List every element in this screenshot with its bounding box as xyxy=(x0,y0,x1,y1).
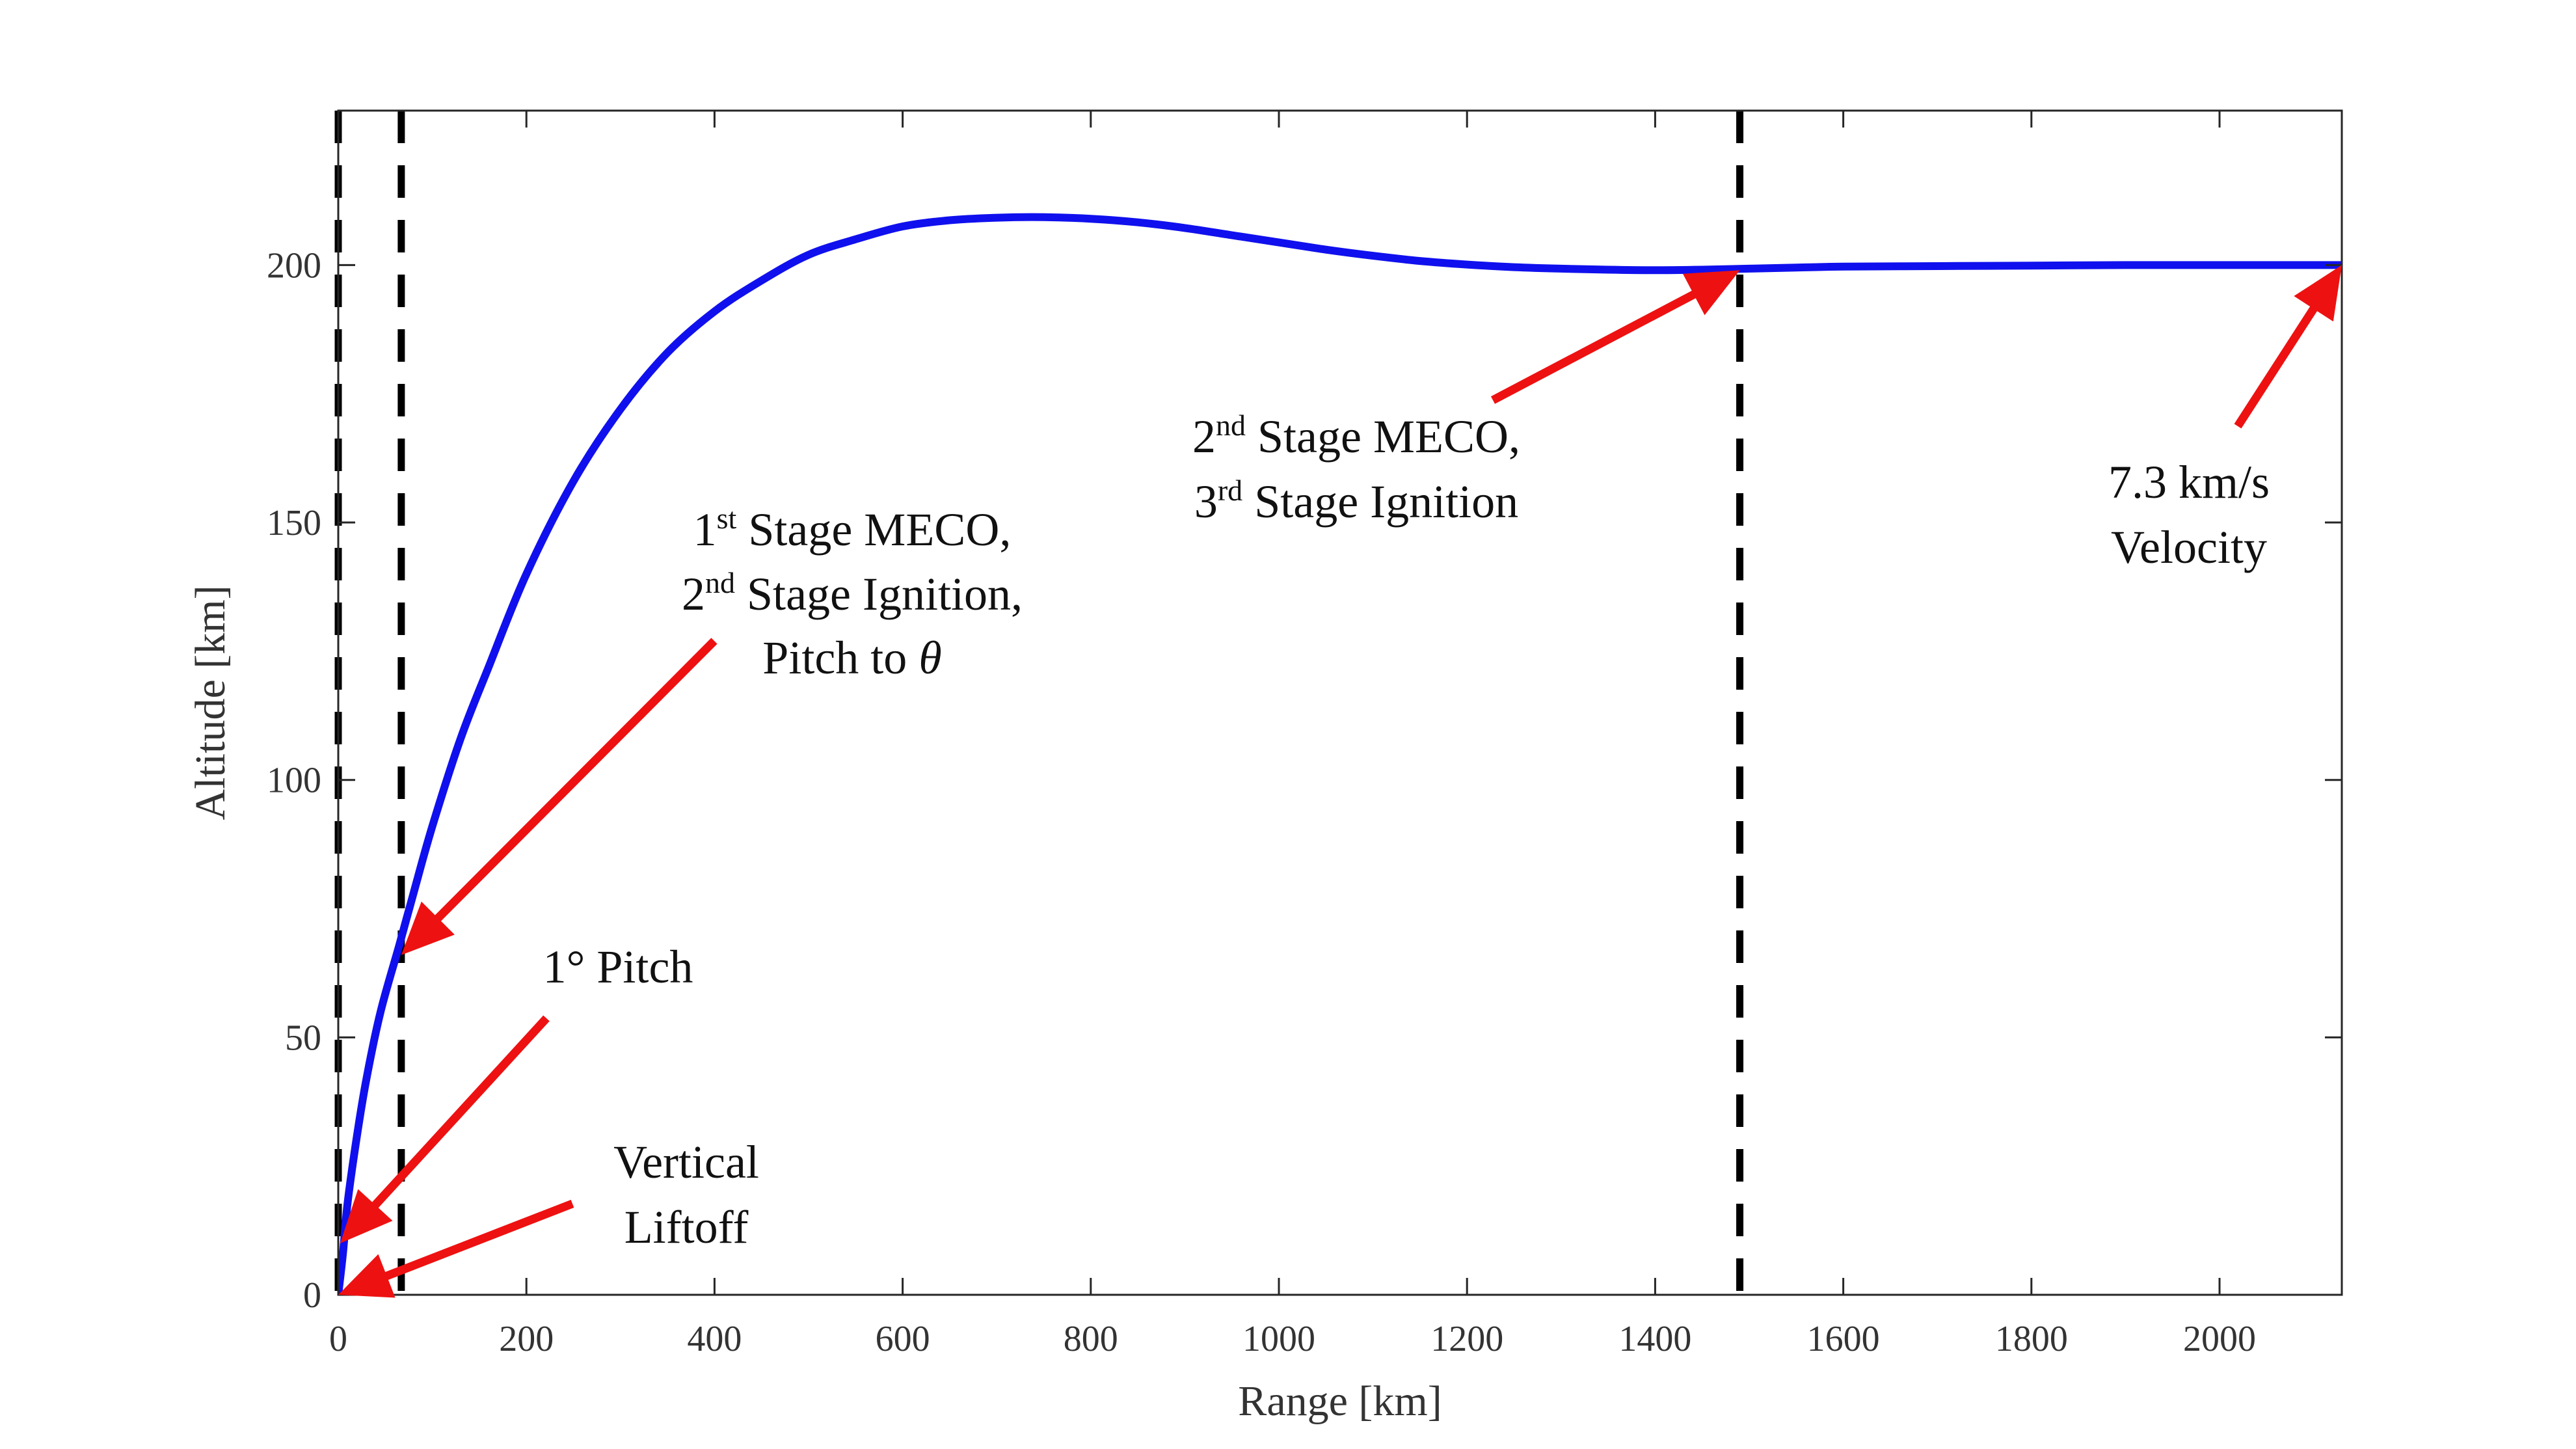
annotation-text-run: 7.3 km/s xyxy=(2108,456,2270,508)
y-tick-label: 100 xyxy=(267,761,321,801)
annotation-final-velocity: 7.3 km/s Velocity xyxy=(2108,265,2342,573)
annotation-text-line: Liftoff xyxy=(624,1201,749,1253)
annotation-text-line: 1st​ Stage MECO, xyxy=(693,502,1012,556)
y-tick-label: 150 xyxy=(267,503,321,543)
x-tick-label: 1000 xyxy=(1242,1319,1315,1359)
annotation-text-run: Liftoff xyxy=(624,1201,749,1253)
y-tick-label: 200 xyxy=(267,245,321,286)
y-axis-ticks: 0 50 100 150 200 xyxy=(267,245,2342,1316)
annotation-text-line: Velocity xyxy=(2111,521,2267,573)
annotation-arrow-head xyxy=(2294,265,2342,322)
annotation-superscript: rd xyxy=(1218,474,1242,507)
annotation-arrow-shaft xyxy=(2234,303,2320,429)
plot-frame xyxy=(337,109,2343,1296)
annotation-text-line: 1° Pitch xyxy=(543,941,693,993)
trajectory-line-0 xyxy=(338,213,2342,1295)
x-tick-label: 2000 xyxy=(2183,1319,2256,1359)
annotation-text-line: Vertical xyxy=(613,1136,759,1188)
annotation-superscript: st xyxy=(717,502,737,535)
x-tick-label: 1400 xyxy=(1618,1319,1691,1359)
annotation-text-run: 1° Pitch xyxy=(543,941,693,993)
annotation-arrow-shaft xyxy=(369,1015,550,1211)
annotation-text-run: θ xyxy=(919,632,941,684)
annotation-superscript: nd xyxy=(705,566,735,599)
annotation-superscript: nd xyxy=(1216,409,1246,442)
annotation-text-run: 1 xyxy=(693,504,717,556)
annotation-arrow-head xyxy=(340,1189,393,1243)
annotation-arrow-head xyxy=(401,901,455,955)
annotation-text-run: Stage Ignition xyxy=(1242,476,1518,528)
annotation-text-run: 2 xyxy=(682,568,705,620)
x-tick-label: 800 xyxy=(1064,1319,1118,1359)
x-tick-label: 1600 xyxy=(1807,1319,1880,1359)
annotation-text-run: Velocity xyxy=(2111,521,2267,573)
annotations: Vertical Liftoff 1° Pitch 1st​ Stage MECO, 2… xyxy=(338,265,2342,1298)
annotation-text-run: 3 xyxy=(1194,476,1218,528)
x-axis-label: Range [km] xyxy=(1238,1377,1442,1425)
annotation-text-run: Stage MECO, xyxy=(736,504,1011,556)
annotation-text-line: 3rd​ Stage Ignition xyxy=(1194,474,1518,528)
x-tick-label: 0 xyxy=(329,1319,347,1359)
annotation-text-run: Vertical xyxy=(613,1136,759,1188)
x-tick-label: 1800 xyxy=(1995,1319,2068,1359)
annotation-text-run: Stage Ignition, xyxy=(735,568,1023,620)
annotation-text-line: 2nd​ Stage MECO, xyxy=(1192,409,1520,463)
x-tick-label: 1200 xyxy=(1430,1319,1503,1359)
annotation-text-run: Stage MECO, xyxy=(1246,411,1520,463)
series-layer xyxy=(338,213,2342,1295)
x-tick-label: 200 xyxy=(499,1319,554,1359)
annotation-pitch-1deg: 1° Pitch xyxy=(340,941,693,1243)
annotation-second-stage-meco: 2nd​ Stage MECO, 3rd​ Stage Ignition xyxy=(1192,270,1740,528)
annotation-arrow-shaft xyxy=(381,1199,574,1282)
y-tick-label: 50 xyxy=(285,1018,321,1058)
y-axis-label: Altitude [km] xyxy=(187,585,234,820)
annotation-text-line: 2nd​ Stage Ignition, xyxy=(682,566,1023,620)
annotation-text-line: Pitch to θ xyxy=(762,632,941,684)
annotation-arrow-shaft xyxy=(1490,289,1700,404)
annotation-text-run: 2 xyxy=(1192,411,1216,463)
annotation-arrow-head xyxy=(338,1254,396,1298)
x-tick-label: 600 xyxy=(876,1319,930,1359)
annotation-arrow-shaft xyxy=(432,638,718,924)
annotation-vertical-liftoff: Vertical Liftoff xyxy=(338,1136,759,1298)
annotation-first-stage-meco: 1st​ Stage MECO, 2nd​ Stage Ignition, Pitc… xyxy=(401,502,1023,955)
annotation-arrow-head xyxy=(1682,270,1740,316)
y-tick-label: 0 xyxy=(303,1275,321,1316)
annotation-text-line: 7.3 km/s xyxy=(2108,456,2270,508)
x-tick-label: 400 xyxy=(687,1319,742,1359)
annotation-text-run: Pitch to xyxy=(762,632,919,684)
x-axis-ticks: 0 200 400 600 800 1000 1200 1400 1600 1800 2000 xyxy=(329,111,2256,1359)
